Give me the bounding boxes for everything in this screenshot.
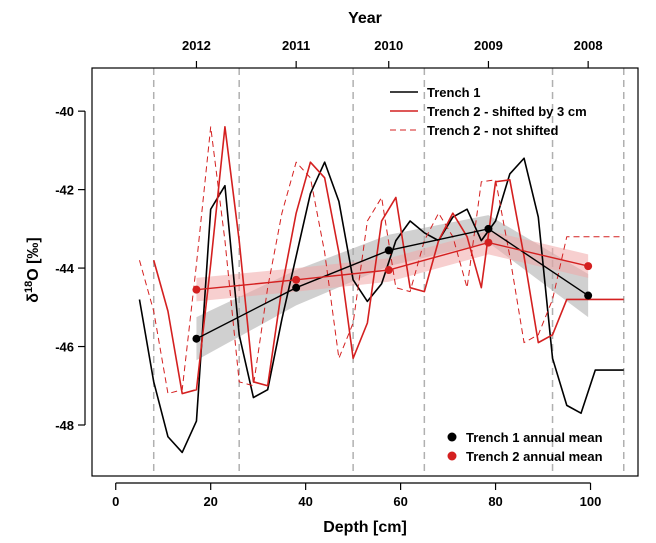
year-tick-label-3: 2009 xyxy=(474,38,503,53)
top-axis-title: Year xyxy=(348,10,382,27)
y-axis-title-suffix: O [‰] xyxy=(25,237,42,281)
y-axis-title-prefix: δ xyxy=(25,293,42,303)
y-axis-title-sup: 18 xyxy=(23,281,35,293)
x-axis-title: Depth [cm] xyxy=(323,519,407,536)
year-tick-label-4: 2008 xyxy=(574,38,603,53)
annual-mean-point-0-4 xyxy=(584,292,592,300)
annual-mean-point-0-3 xyxy=(484,225,492,233)
y-tick-label-2: -44 xyxy=(55,261,75,276)
y-axis-title: δ18O [‰] xyxy=(23,237,42,303)
legend-top-label-2: Trench 2 - not shifted xyxy=(427,123,559,138)
year-tick-label-0: 2012 xyxy=(182,38,211,53)
plot-area: 0 20 40 60 80 100 -48 -46 -44 -42 -40 2012 2011 2010 2… xyxy=(55,38,638,509)
year-tick-label-2: 2010 xyxy=(374,38,403,53)
x-tick-label-3: 60 xyxy=(393,494,407,509)
annual-mean-point-0-1 xyxy=(292,284,300,292)
x-tick-label-0: 0 xyxy=(112,494,119,509)
x-tick-label-4: 80 xyxy=(488,494,502,509)
y-tick-label-0: -48 xyxy=(55,418,74,433)
y-tick-label-3: -42 xyxy=(55,183,74,198)
y-tick-label-1: -46 xyxy=(55,340,74,355)
x-tick-label-1: 20 xyxy=(203,494,217,509)
annual-mean-point-1-3 xyxy=(484,239,492,247)
annual-mean-point-1-0 xyxy=(192,286,200,294)
annual-mean-point-1-2 xyxy=(385,266,393,274)
series-line-0 xyxy=(139,158,623,452)
annual-mean-point-1-4 xyxy=(584,262,592,270)
x-tick-label-5: 100 xyxy=(580,494,602,509)
legend-bottom-label-1: Trench 2 annual mean xyxy=(466,449,603,464)
annual-mean-point-1-1 xyxy=(292,276,300,284)
year-tick-label-1: 2011 xyxy=(282,38,310,53)
legend-bottom-label-0: Trench 1 annual mean xyxy=(466,430,603,445)
legend-top-label-0: Trench 1 xyxy=(427,85,480,100)
legend-bottom-marker-1 xyxy=(448,452,457,461)
annual-mean-point-0-0 xyxy=(192,335,200,343)
y-tick-label-4: -40 xyxy=(55,104,74,119)
legend-top-label-1: Trench 2 - shifted by 3 cm xyxy=(427,104,587,119)
legend-bottom-marker-0 xyxy=(448,433,457,442)
annual-mean-point-0-2 xyxy=(385,246,393,254)
x-tick-label-2: 40 xyxy=(298,494,312,509)
